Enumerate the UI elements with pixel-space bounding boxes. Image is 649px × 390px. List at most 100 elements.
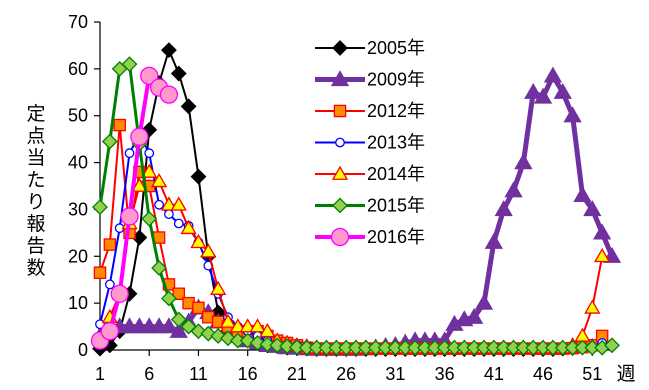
data-point: [494, 200, 513, 217]
x-tick-label: 31: [385, 364, 405, 384]
data-point: [170, 196, 187, 211]
x-tick-label: 11: [189, 364, 208, 384]
data-point: [161, 42, 177, 59]
x-tick-label: 21: [287, 364, 307, 384]
data-point: [144, 148, 155, 159]
data-point: [121, 56, 138, 73]
data-point: [173, 218, 184, 229]
data-point: [543, 66, 563, 83]
data-point: [141, 210, 158, 227]
legend-item: 2013年: [315, 133, 425, 153]
legend-marker: [331, 165, 349, 180]
data-point: [93, 266, 107, 279]
y-tick-label: 70: [68, 12, 88, 32]
legend: 2005年 2009年 2012年 2013年 2014年 2015年 2016年: [315, 38, 425, 247]
data-point: [593, 223, 612, 240]
data-point: [154, 199, 164, 210]
data-point: [524, 82, 543, 99]
data-point: [563, 106, 582, 123]
x-tick-label: 1: [95, 364, 105, 384]
data-point: [101, 133, 118, 150]
data-point: [604, 337, 620, 354]
data-point: [229, 318, 246, 333]
y-tick-label: 50: [68, 106, 88, 126]
data-point: [279, 338, 295, 355]
legend-label: 2012年: [367, 101, 425, 121]
legend-label: 2016年: [367, 227, 425, 247]
data-point: [594, 247, 611, 263]
data-point: [130, 127, 149, 146]
data-point: [150, 173, 168, 188]
data-point: [239, 318, 256, 333]
data-point: [180, 219, 197, 235]
data-point: [104, 279, 115, 290]
x-tick-label: 51: [582, 364, 602, 384]
data-point: [180, 98, 197, 115]
data-point: [269, 337, 286, 354]
legend-marker: [335, 137, 345, 148]
data-point: [249, 318, 266, 333]
legend-item: 2014年: [315, 164, 425, 184]
data-point: [504, 181, 523, 198]
data-point: [533, 87, 553, 104]
series-2015年: [92, 56, 620, 356]
data-point: [120, 207, 139, 226]
data-point: [169, 321, 188, 338]
data-point: [140, 66, 159, 86]
legend-item: 2012年: [315, 101, 425, 121]
data-point: [583, 200, 602, 217]
data-point: [92, 199, 108, 216]
data-point: [141, 163, 158, 178]
data-point: [161, 290, 177, 307]
x-tick-label: 36: [435, 364, 455, 384]
legend-marker: [330, 70, 350, 87]
data-point: [584, 299, 601, 314]
x-tick-label: 16: [238, 364, 258, 384]
series-layer: [90, 42, 622, 357]
legend-marker: [332, 197, 348, 214]
data-point: [164, 209, 174, 220]
data-point: [103, 238, 117, 251]
legend-item: 2015年: [315, 196, 425, 216]
x-tick-label: 41: [484, 364, 504, 384]
x-tick-label: 6: [144, 364, 154, 384]
data-point: [289, 339, 305, 356]
series-line: [98, 73, 615, 352]
series-2016年: [90, 66, 179, 350]
y-tick-label: 10: [68, 293, 88, 313]
y-tick-label: 40: [68, 153, 88, 173]
legend-item: 2016年: [315, 227, 425, 247]
y-tick-label: 20: [68, 246, 88, 266]
data-point: [100, 322, 119, 341]
data-point: [514, 153, 533, 170]
data-point: [465, 307, 484, 324]
data-point: [249, 335, 266, 351]
data-point: [159, 317, 179, 334]
legend-label: 2013年: [367, 133, 425, 153]
data-point: [190, 233, 207, 249]
data-point: [113, 118, 126, 132]
data-point: [259, 336, 276, 353]
legend-label: 2014年: [367, 164, 425, 184]
data-point: [219, 313, 237, 328]
legend-label: 2009年: [367, 70, 425, 90]
y-tick-label: 0: [78, 340, 88, 360]
data-point: [170, 65, 187, 82]
data-point: [170, 311, 187, 328]
data-point: [151, 260, 167, 276]
y-tick-label: 60: [68, 59, 88, 79]
legend-marker: [332, 40, 348, 56]
data-point: [172, 287, 186, 301]
data-point: [573, 186, 592, 203]
data-point: [110, 284, 129, 303]
legend-marker: [330, 227, 350, 247]
x-tick-label: 26: [336, 364, 356, 384]
legend-item: 2005年: [315, 38, 425, 58]
x-axis-title: 週: [616, 363, 635, 385]
legend-label: 2005年: [367, 38, 425, 58]
y-axis-title: 定点当たり報告数: [26, 103, 45, 279]
data-point: [574, 327, 591, 342]
data-point: [159, 85, 179, 104]
